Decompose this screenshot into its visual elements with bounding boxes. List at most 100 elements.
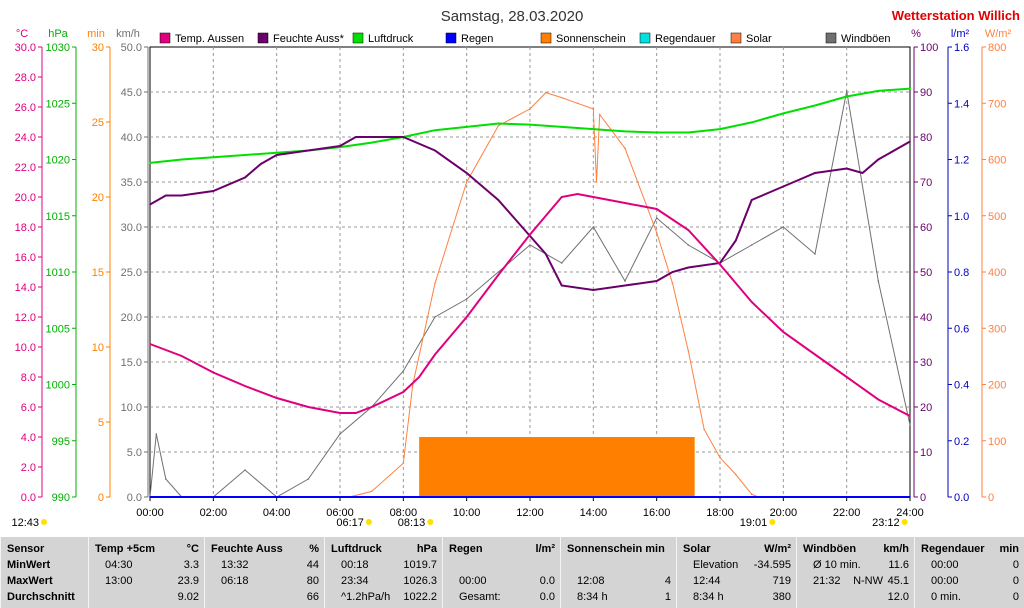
- series-point: [307, 478, 310, 480]
- wind-tick-label: 0.0: [127, 492, 142, 504]
- series-point: [529, 244, 531, 246]
- table-header-unit: W/m²: [764, 543, 791, 555]
- series-point: [624, 130, 626, 133]
- table-row: 13:00 23.9: [95, 573, 199, 589]
- table-row: 04:30 3.3: [95, 557, 199, 573]
- table-cell: 12:08: [577, 575, 605, 587]
- table-cell: Durchschnitt: [7, 591, 75, 603]
- series-point: [497, 271, 500, 273]
- table-row: Durchschnitt: [7, 589, 83, 605]
- series-point: [529, 123, 531, 126]
- series-point: [624, 284, 626, 287]
- series-point: [402, 136, 405, 138]
- series-point: [655, 131, 658, 134]
- legend-label: Sonnenschein: [556, 33, 626, 45]
- sunmin-tick-label: 10: [92, 342, 104, 354]
- series-point: [592, 196, 595, 198]
- table-column: Temp +5cm °C 04:30 3.3 13:00 23.9 9.02: [88, 537, 205, 608]
- series-point: [434, 129, 436, 132]
- temp-tick-label: 22.0: [15, 162, 36, 174]
- table-row: [449, 557, 555, 573]
- table-row: 12.0: [803, 589, 909, 605]
- solar-tick-label: 300: [988, 323, 1006, 335]
- series-point: [560, 96, 563, 99]
- table-cell: 23.9: [177, 575, 199, 587]
- humidity-tick-label: 40: [920, 312, 932, 324]
- series-point: [735, 239, 737, 242]
- temp-tick-label: 20.0: [15, 192, 36, 204]
- series-point: [465, 316, 468, 318]
- series-point: [814, 104, 816, 107]
- wind-tick-label: 40.0: [121, 132, 142, 144]
- legend-swatch: [639, 32, 651, 44]
- legend-swatch: [159, 32, 171, 44]
- series-point: [275, 154, 278, 156]
- sun-marker-icon: [901, 519, 908, 525]
- wind-tick-label: 25.0: [121, 267, 142, 279]
- table-cell: -34.595: [753, 559, 791, 571]
- sunmin-tick-label: 15: [92, 267, 104, 279]
- sunmin-tick-label: 5: [98, 417, 104, 429]
- table-header-unit: °C: [186, 543, 199, 555]
- series-point: [909, 424, 911, 426]
- series-point: [560, 196, 563, 198]
- series-point: [592, 289, 595, 291]
- table-header: Regendauer min: [921, 541, 1019, 557]
- table-row: 13:32 44: [211, 557, 319, 573]
- series-point: [244, 176, 246, 179]
- table-header: Temp +5cm °C: [95, 541, 199, 557]
- rain-tick-label: 0.4: [954, 380, 969, 392]
- table-cell: 12.0: [887, 591, 909, 603]
- rain-tick-label: 1.2: [954, 155, 969, 167]
- series-point: [624, 147, 626, 150]
- wind-tick-label: 30.0: [121, 222, 142, 234]
- temp-tick-label: 26.0: [15, 102, 36, 114]
- legend-swatch: [730, 32, 742, 44]
- table-header: Solar W/m²: [683, 541, 791, 557]
- series-point: [497, 122, 500, 125]
- table-header-label: Temp +5cm: [95, 543, 156, 555]
- series-point: [497, 124, 500, 127]
- series-point: [719, 128, 721, 130]
- table-cell: Elevation: [693, 559, 739, 571]
- series-point: [497, 274, 500, 276]
- table-row: Elevation -34.595: [683, 557, 791, 573]
- series-point: [782, 185, 785, 188]
- sunmin-tick-label: 30: [92, 42, 104, 54]
- table-header: Sonnenschein min: [567, 541, 671, 557]
- temp-tick-label: 18.0: [15, 222, 36, 234]
- series-point: [655, 231, 658, 234]
- x-tick-label: 24:00: [896, 507, 924, 519]
- temp-tick-label: 28.0: [15, 72, 36, 84]
- solar-tick-label: 100: [988, 436, 1006, 448]
- table-row: Ø 10 min. 11.6: [803, 557, 909, 573]
- wind-tick-label: 5.0: [127, 447, 142, 459]
- x-tick-label: 20:00: [770, 507, 798, 519]
- humidity-tick-label: 90: [920, 87, 932, 99]
- series-point: [307, 406, 310, 408]
- table-row: ^1.2hPa/h 1022.2: [331, 589, 437, 605]
- x-tick-label: 02:00: [200, 507, 228, 519]
- series-point: [909, 140, 911, 143]
- table-header: Windböen km/h: [803, 541, 909, 557]
- series-point: [212, 190, 215, 192]
- table-cell: 0.0: [539, 591, 555, 603]
- table-column: Regendauer min 00:00 0 00:00 0 0 min. 0: [914, 537, 1024, 608]
- table-header-unit: hPa: [416, 543, 437, 555]
- sunmin-tick-label: 0: [98, 492, 104, 504]
- series-point: [576, 193, 579, 195]
- wind-tick-label: 10.0: [121, 402, 142, 414]
- table-column: Feuchte Auss% 13:32 44 06:18 80 66: [204, 537, 325, 608]
- pressure-tick-label: 990: [52, 492, 70, 504]
- x-tick-label: 08:00: [390, 507, 418, 519]
- rain-axis-unit: l/m²: [951, 28, 970, 40]
- table-row: [567, 557, 671, 573]
- pressure-tick-label: 995: [52, 436, 70, 448]
- series-point: [719, 263, 721, 266]
- series-point: [180, 194, 183, 197]
- table-cell: 66: [306, 591, 319, 603]
- series-point: [576, 102, 579, 105]
- series-point: [434, 282, 436, 285]
- wind-tick-label: 45.0: [121, 87, 142, 99]
- temp-axis-unit: °C: [16, 28, 28, 40]
